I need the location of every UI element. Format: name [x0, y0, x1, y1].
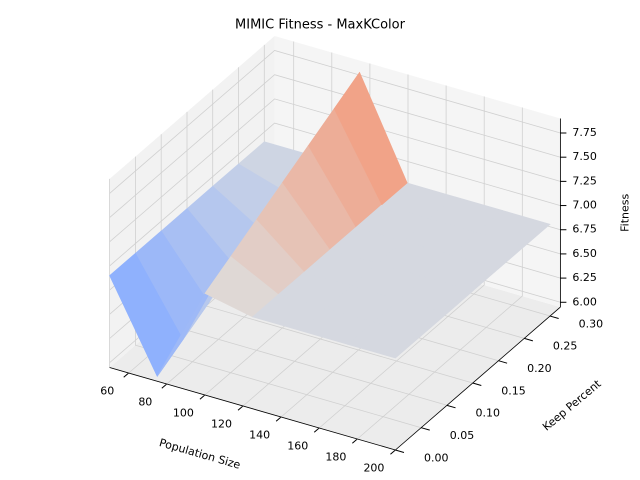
- y-tick-label: 0.25: [553, 340, 578, 353]
- x-tick-label: 60: [100, 385, 114, 398]
- z-tick-label: 7.75: [572, 126, 597, 139]
- x-tick-label: 100: [173, 407, 194, 420]
- y-axis-label: Keep Percent: [540, 377, 604, 434]
- x-tick-label: 160: [287, 440, 308, 453]
- x-tick-label: 120: [211, 418, 232, 431]
- x-tick-label: 180: [325, 451, 346, 464]
- tick-mark: [446, 404, 456, 409]
- tick-mark: [352, 438, 358, 444]
- z-tick-label: 6.25: [572, 271, 597, 284]
- tick-mark: [421, 427, 430, 431]
- grid-line: [109, 122, 561, 267]
- tick-mark: [390, 449, 396, 455]
- z-tick-label: 6.00: [572, 295, 597, 308]
- y-tick-label: 0.10: [476, 407, 501, 420]
- grid-line: [109, 98, 561, 243]
- chart-title: MIMIC Fitness - MaxKColor: [235, 18, 406, 33]
- z-tick-label: 7.25: [572, 174, 597, 187]
- axis-line: [109, 367, 396, 451]
- tick-mark: [549, 315, 559, 319]
- z-axis-label: Fitness: [618, 193, 631, 231]
- tick-mark: [498, 360, 508, 364]
- tick-mark: [313, 427, 320, 433]
- x-tick-label: 80: [138, 396, 152, 409]
- tick-mark: [237, 405, 244, 411]
- tick-mark: [524, 337, 534, 342]
- z-tick-label: 7.00: [572, 199, 597, 212]
- z-tick-label: 6.50: [572, 247, 597, 260]
- axis-line: [395, 306, 561, 451]
- surface-patch: [347, 321, 422, 359]
- tick-mark: [123, 372, 129, 378]
- x-tick-label: 200: [363, 462, 384, 475]
- tick-mark: [161, 383, 168, 389]
- y-tick-label: 0.00: [424, 451, 449, 464]
- y-tick-label: 0.20: [527, 362, 552, 375]
- tick-mark: [275, 416, 282, 422]
- y-tick-label: 0.30: [579, 317, 604, 330]
- x-tick-label: 140: [249, 429, 270, 442]
- y-tick-label: 0.15: [501, 384, 526, 397]
- z-tick-label: 6.75: [572, 223, 597, 236]
- tick-mark: [472, 382, 482, 386]
- grid-line: [109, 74, 561, 218]
- z-tick-label: 7.50: [572, 150, 597, 163]
- grid-line: [109, 50, 561, 194]
- tick-mark: [199, 394, 206, 400]
- x-axis-label: Population Size: [158, 436, 242, 472]
- y-tick-label: 0.05: [450, 429, 475, 442]
- tick-mark: [395, 449, 405, 453]
